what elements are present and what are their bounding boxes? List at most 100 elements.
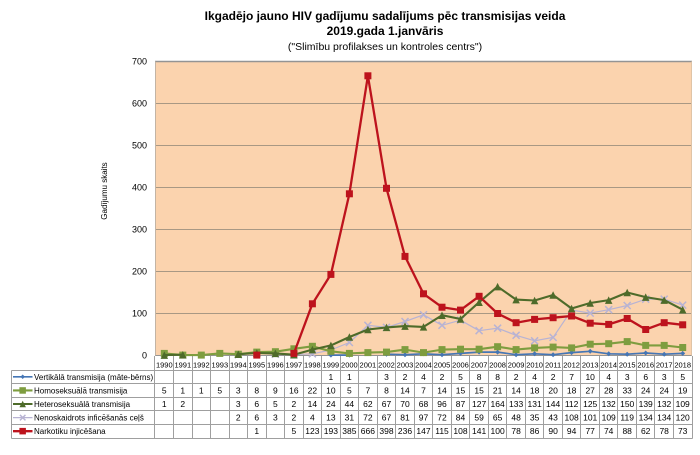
svg-text:400: 400 [132, 183, 147, 193]
svg-text:1997: 1997 [286, 361, 303, 370]
svg-text:43: 43 [548, 413, 558, 423]
svg-text:44: 44 [345, 399, 355, 409]
svg-text:100: 100 [491, 426, 505, 436]
svg-text:87: 87 [456, 399, 466, 409]
svg-text:24: 24 [659, 385, 669, 395]
svg-text:2007: 2007 [471, 361, 488, 370]
svg-text:48: 48 [511, 413, 521, 423]
svg-text:70: 70 [400, 399, 410, 409]
svg-text:385: 385 [342, 426, 356, 436]
svg-text:84: 84 [456, 413, 466, 423]
svg-text:5: 5 [217, 385, 222, 395]
svg-text:27: 27 [585, 385, 595, 395]
svg-text:398: 398 [379, 426, 393, 436]
svg-text:2009: 2009 [508, 361, 525, 370]
svg-text:Homoseksuālā transmisija: Homoseksuālā transmisija [34, 386, 128, 395]
svg-text:5: 5 [458, 372, 463, 382]
svg-text:700: 700 [132, 57, 147, 67]
svg-text:4: 4 [310, 413, 315, 423]
svg-text:1: 1 [329, 372, 334, 382]
svg-text:141: 141 [472, 426, 486, 436]
svg-text:Vertikālā transmisija (māte-bē: Vertikālā transmisija (māte-bērns) [34, 373, 153, 382]
svg-text:2018: 2018 [674, 361, 691, 370]
svg-text:1993: 1993 [211, 361, 228, 370]
svg-text:2000: 2000 [341, 361, 358, 370]
svg-text:3: 3 [236, 385, 241, 395]
svg-text:96: 96 [437, 399, 447, 409]
svg-text:78: 78 [511, 426, 521, 436]
svg-text:3: 3 [625, 372, 630, 382]
svg-text:67: 67 [382, 399, 392, 409]
svg-text:144: 144 [546, 399, 560, 409]
svg-text:2010: 2010 [526, 361, 543, 370]
svg-text:1996: 1996 [267, 361, 284, 370]
svg-text:139: 139 [639, 399, 653, 409]
svg-text:1992: 1992 [193, 361, 210, 370]
svg-text:77: 77 [585, 426, 595, 436]
svg-text:7: 7 [366, 385, 371, 395]
svg-text:5: 5 [273, 399, 278, 409]
svg-text:112: 112 [565, 399, 579, 409]
svg-text:108: 108 [453, 426, 467, 436]
svg-text:81: 81 [400, 413, 410, 423]
svg-text:3: 3 [384, 372, 389, 382]
svg-text:10: 10 [326, 385, 336, 395]
svg-text:28: 28 [604, 385, 614, 395]
svg-text:73: 73 [678, 426, 688, 436]
svg-text:2006: 2006 [452, 361, 469, 370]
svg-text:62: 62 [641, 426, 651, 436]
svg-text:5: 5 [162, 385, 167, 395]
svg-text:3: 3 [236, 399, 241, 409]
svg-text:4: 4 [421, 372, 426, 382]
svg-text:132: 132 [657, 399, 671, 409]
svg-text:134: 134 [657, 413, 671, 423]
svg-text:1: 1 [162, 399, 167, 409]
svg-text:14: 14 [511, 385, 521, 395]
svg-text:1990: 1990 [156, 361, 173, 370]
svg-text:97: 97 [419, 413, 429, 423]
svg-text:147: 147 [416, 426, 430, 436]
svg-text:2003: 2003 [397, 361, 414, 370]
svg-text:134: 134 [639, 413, 653, 423]
svg-text:8: 8 [384, 385, 389, 395]
svg-text:6: 6 [643, 372, 648, 382]
svg-text:1: 1 [254, 426, 259, 436]
svg-text:2016: 2016 [637, 361, 654, 370]
svg-text:59: 59 [474, 413, 484, 423]
svg-text:1991: 1991 [174, 361, 191, 370]
svg-text:9: 9 [273, 385, 278, 395]
svg-text:22: 22 [308, 385, 318, 395]
svg-text:2008: 2008 [489, 361, 506, 370]
svg-text:("Slimību profilakses un kontr: ("Slimību profilakses un kontroles centr… [288, 41, 482, 53]
svg-text:1: 1 [180, 385, 185, 395]
svg-text:1994: 1994 [230, 361, 247, 370]
svg-text:6: 6 [254, 399, 259, 409]
svg-text:6: 6 [254, 413, 259, 423]
svg-text:2002: 2002 [378, 361, 395, 370]
svg-text:2: 2 [180, 399, 185, 409]
svg-text:119: 119 [620, 413, 634, 423]
svg-text:1998: 1998 [304, 361, 321, 370]
svg-text:127: 127 [472, 399, 486, 409]
svg-text:115: 115 [435, 426, 449, 436]
svg-text:8: 8 [477, 372, 482, 382]
svg-text:78: 78 [659, 426, 669, 436]
svg-text:0: 0 [142, 351, 147, 361]
svg-text:2001: 2001 [360, 361, 377, 370]
svg-text:4: 4 [532, 372, 537, 382]
svg-text:8: 8 [254, 385, 259, 395]
svg-text:7: 7 [569, 372, 574, 382]
svg-text:72: 72 [363, 413, 373, 423]
svg-text:2014: 2014 [600, 361, 617, 370]
svg-text:500: 500 [132, 141, 147, 151]
svg-text:90: 90 [548, 426, 558, 436]
svg-text:2017: 2017 [656, 361, 673, 370]
svg-text:2013: 2013 [582, 361, 599, 370]
svg-text:150: 150 [620, 399, 634, 409]
svg-text:200: 200 [132, 267, 147, 277]
svg-text:7: 7 [421, 385, 426, 395]
svg-text:13: 13 [326, 413, 336, 423]
svg-text:14: 14 [437, 385, 447, 395]
svg-text:2: 2 [514, 372, 519, 382]
svg-text:16: 16 [289, 385, 299, 395]
